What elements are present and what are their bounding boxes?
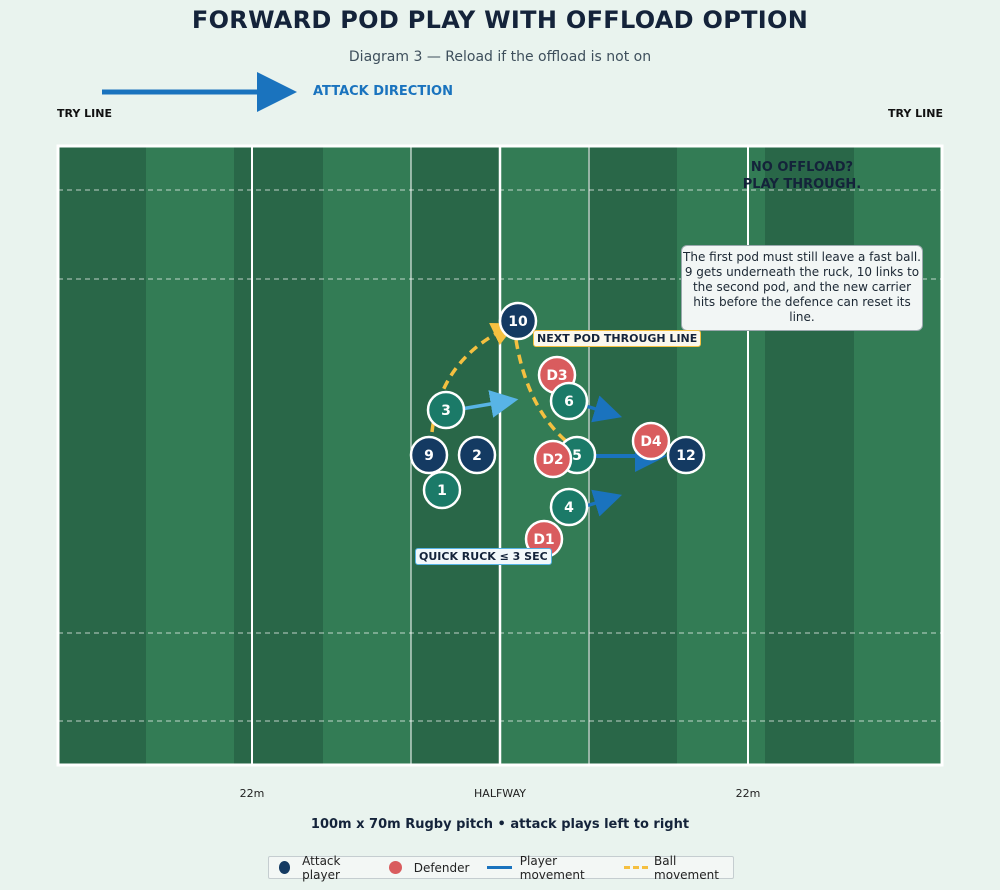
diagram-title: FORWARD POD PLAY WITH OFFLOAD OPTION — [191, 6, 809, 34]
attack-player-9: 9 — [409, 435, 449, 475]
legend-item-attack: Attack player — [279, 854, 371, 882]
diagram-subtitle: Diagram 3 — Reload if the offload is not… — [348, 49, 652, 65]
svg-text:1: 1 — [437, 483, 447, 499]
attack-player-1: 1 — [422, 470, 462, 510]
defender-d2: D2 — [533, 439, 573, 479]
svg-text:D1: D1 — [533, 532, 554, 548]
defender-d4: D4 — [631, 421, 671, 461]
ball-pass-10-to-5 — [514, 339, 574, 448]
quick-ruck-callout: QUICK RUCK ≤ 3 SEC — [415, 548, 552, 565]
svg-text:5: 5 — [572, 448, 582, 464]
run-line-3 — [460, 390, 519, 418]
run-line-6 — [585, 395, 623, 423]
no-offload-heading: NO OFFLOAD? PLAY THROUGH. — [742, 160, 862, 192]
defender-dot-icon — [388, 861, 402, 874]
ball-movement-line-icon — [623, 866, 649, 869]
legend-item-ball-movement: Ball movement — [623, 853, 733, 882]
try-line-left-label: TRY LINE — [57, 107, 112, 120]
legend-item-defender: Defender — [388, 860, 470, 875]
axis-label-left-22: 22m — [239, 787, 265, 800]
svg-text:10: 10 — [508, 314, 528, 330]
legend-label-ball-movement: Ball movement — [654, 853, 719, 882]
svg-text:D3: D3 — [546, 368, 567, 384]
run-line-4 — [585, 489, 623, 517]
attack-dot-icon — [279, 861, 291, 874]
attack-player-3: 3 — [426, 390, 466, 430]
attack-player-12: 12 — [666, 435, 706, 475]
legend: Attack player Defender Player movement B… — [268, 853, 734, 882]
legend-label-player-movement: Player movement — [519, 853, 585, 882]
pitch-caption: 100m x 70m Rugby pitch • attack plays le… — [310, 817, 690, 832]
legend-label-attack: Attack player — [302, 853, 341, 882]
pitch-surface — [58, 146, 942, 765]
attack-player-6: 6 — [549, 381, 589, 421]
svg-text:3: 3 — [441, 403, 451, 419]
player-movement-line-icon — [487, 866, 512, 869]
axis-label-right-22: 22m — [735, 787, 761, 800]
attack-player-10: 10 — [498, 301, 538, 341]
axis-label-halfway: HALFWAY — [474, 787, 526, 800]
attack-direction-label: ATTACK DIRECTION — [313, 84, 453, 99]
attack-player-2: 2 — [457, 435, 497, 475]
svg-text:12: 12 — [676, 448, 695, 464]
next-pod-callout: NEXT POD THROUGH LINE — [533, 330, 702, 347]
svg-text:6: 6 — [564, 394, 574, 410]
svg-text:9: 9 — [424, 448, 434, 464]
svg-text:4: 4 — [564, 500, 574, 516]
svg-text:D2: D2 — [542, 452, 563, 468]
svg-text:D4: D4 — [640, 434, 662, 450]
try-line-right-label: TRY LINE — [888, 107, 943, 120]
attack-player-4: 4 — [549, 487, 589, 527]
legend-item-player-movement: Player movement — [487, 854, 611, 882]
coaching-note: The first pod must still leave a fast ba… — [681, 245, 923, 331]
legend-label-defender: Defender — [413, 860, 470, 875]
svg-text:2: 2 — [472, 448, 482, 464]
